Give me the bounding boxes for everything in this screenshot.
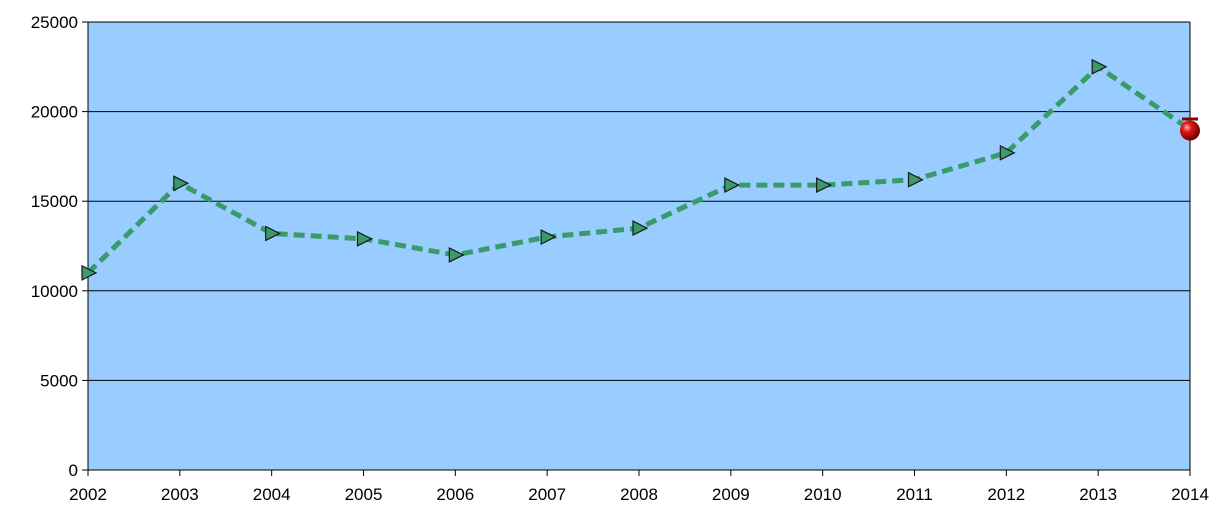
x-tick-label: 2012 (987, 485, 1025, 504)
x-tick-label: 2014 (1171, 485, 1209, 504)
data-point (632, 220, 649, 237)
x-tick-label: 2003 (161, 485, 199, 504)
gridlines (88, 21, 1190, 381)
plot-area (88, 22, 1190, 470)
data-point (999, 144, 1016, 161)
x-tick-label: 2004 (253, 485, 291, 504)
data-point (1091, 58, 1108, 75)
y-tick-label: 0 (69, 461, 78, 480)
data-point (265, 225, 282, 242)
x-tick-label: 2007 (528, 485, 566, 504)
x-tick-label: 2009 (712, 485, 750, 504)
x-tick-label: 2011 (896, 485, 933, 504)
y-tick-label: 10000 (31, 282, 78, 301)
data-point (724, 177, 741, 194)
x-tick-label: 2010 (804, 485, 842, 504)
data-point (448, 246, 465, 263)
y-tick-label: 15000 (31, 192, 78, 211)
axes (82, 21, 1191, 476)
x-tick-label: 2013 (1079, 485, 1117, 504)
x-tick-labels: 2002 2003 2004 2005 2006 2007 2008 2009 2010 2011… (69, 485, 1209, 504)
series (81, 58, 1200, 281)
x-tick-label: 2006 (436, 485, 474, 504)
data-point (907, 171, 924, 188)
x-tick-label: 2008 (620, 485, 658, 504)
data-point-sphere (1180, 117, 1200, 141)
data-point (356, 230, 373, 247)
sphere (1180, 120, 1200, 141)
data-point (173, 175, 190, 192)
data-point (81, 264, 98, 281)
y-tick-label: 5000 (40, 371, 78, 390)
sphere-cap (1182, 117, 1198, 121)
y-tick-label: 25000 (31, 13, 78, 32)
data-point (540, 229, 557, 246)
data-point (816, 177, 833, 194)
y-tick-labels: 0 5000 10000 15000 20000 25000 (31, 13, 78, 480)
x-tick-label: 2005 (345, 485, 383, 504)
x-tick-label: 2002 (69, 485, 107, 504)
y-tick-label: 20000 (31, 103, 78, 122)
